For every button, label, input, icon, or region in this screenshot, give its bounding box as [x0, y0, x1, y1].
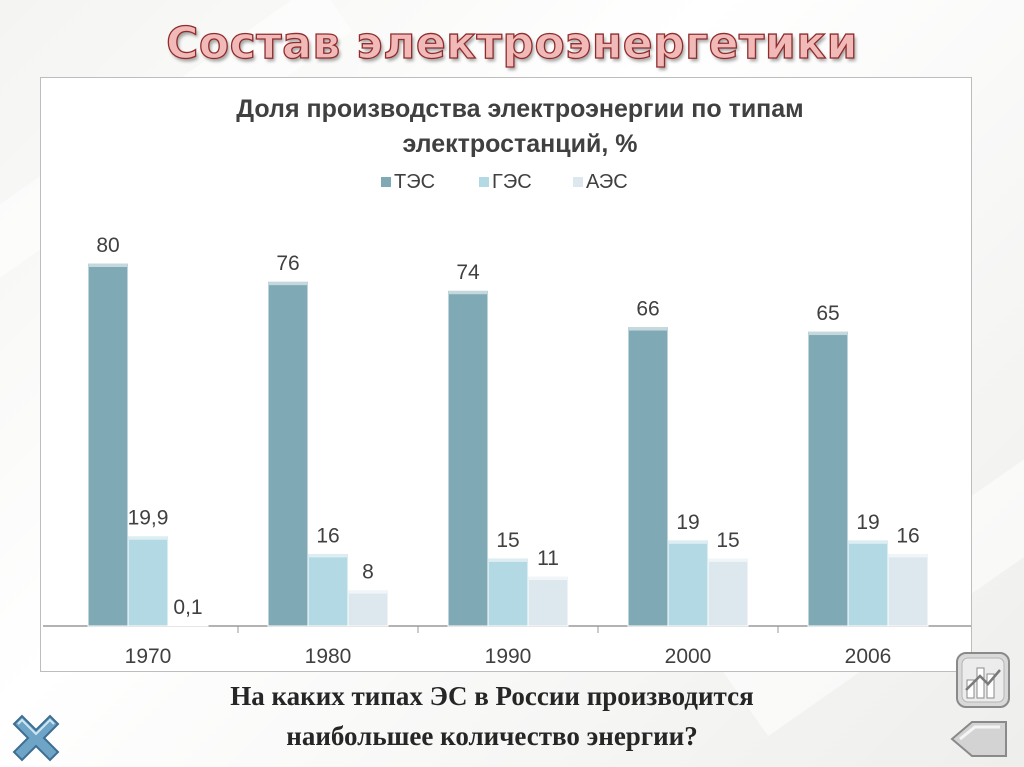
legend-swatch-tes — [381, 177, 391, 187]
bar-highlight-ges-1980 — [309, 553, 347, 558]
chart-frame: Доля производства электроэнергии по типа… — [40, 77, 972, 672]
question-line1: На каких типах ЭС в России производится — [230, 681, 754, 711]
bar-tes-2000 — [627, 326, 669, 627]
bar-highlight-aes-1990 — [529, 576, 567, 581]
data-label-aes-1990: 11 — [537, 547, 559, 570]
data-label-tes-2006: 65 — [816, 302, 839, 325]
legend-label-tes: ТЭС — [394, 171, 435, 193]
chart-title-line2: электростанций, % — [403, 130, 638, 158]
bar-highlight-aes-1970 — [169, 625, 207, 626]
bar-ges-1990 — [487, 557, 529, 627]
x-tick-label-2006: 2006 — [845, 645, 892, 668]
data-label-aes-2000: 15 — [716, 529, 739, 552]
bar-aes-2000 — [707, 557, 749, 627]
bars-group: 80 19,9 0,1 1970 76 16 8 1980 74 15 11 1990 66 19 15 20… — [87, 234, 929, 668]
legend-label-ges: ГЭС — [492, 171, 532, 193]
bar-aes-1990 — [527, 575, 569, 627]
bar-tes-1990 — [447, 289, 489, 627]
data-label-tes-1990: 74 — [456, 261, 480, 284]
bar-chart: Доля производства электроэнергии по типа… — [43, 95, 971, 668]
data-label-ges-1970: 19,9 — [128, 507, 169, 530]
x-tick-label-2000: 2000 — [665, 645, 712, 668]
bar-tes-1970 — [87, 262, 129, 627]
bar-highlight-tes-1990 — [449, 290, 487, 295]
bar-ges-1980 — [307, 552, 349, 627]
bar-ges-1970 — [127, 535, 169, 627]
x-tick-label-1970: 1970 — [125, 645, 172, 668]
x-tick-label-1990: 1990 — [485, 645, 532, 668]
back-arrow-icon[interactable] — [948, 718, 1010, 760]
bar-tes-1980 — [267, 280, 309, 627]
slide-title: Состав электроэнергетики — [165, 17, 858, 69]
data-label-ges-2000: 19 — [676, 511, 699, 534]
bar-chart-icon[interactable] — [954, 650, 1012, 710]
bar-highlight-ges-1990 — [489, 557, 527, 562]
bar-tes-2006 — [807, 330, 849, 627]
bar-ges-2006 — [847, 539, 889, 627]
bar-highlight-ges-2006 — [849, 539, 887, 544]
bar-highlight-aes-2000 — [709, 557, 747, 562]
data-label-tes-2000: 66 — [636, 298, 659, 321]
bar-highlight-tes-1980 — [269, 281, 307, 286]
bar-highlight-tes-2006 — [809, 331, 847, 336]
legend: ТЭС ГЭС АЭС — [381, 171, 628, 193]
question-text: На каких типах ЭС в России производится … — [0, 676, 1024, 756]
data-label-aes-2006: 16 — [896, 524, 919, 547]
close-x-icon[interactable] — [8, 712, 64, 764]
legend-swatch-aes — [573, 177, 583, 187]
x-tick-label-1980: 1980 — [305, 645, 352, 668]
bar-ges-2000 — [667, 539, 709, 627]
data-label-tes-1980: 76 — [276, 252, 299, 275]
data-label-aes-1980: 8 — [362, 561, 374, 584]
legend-label-aes: АЭС — [586, 171, 628, 193]
bar-highlight-tes-1970 — [89, 263, 127, 267]
bar-highlight-tes-2000 — [629, 326, 667, 331]
data-label-aes-1970: 0,1 — [173, 596, 202, 619]
bar-highlight-ges-1970 — [129, 535, 167, 540]
question-line2: наибольшее количество энергии? — [286, 721, 698, 751]
bar-aes-1980 — [347, 589, 389, 627]
bar-highlight-ges-2000 — [669, 539, 707, 544]
data-label-tes-1970: 80 — [96, 234, 119, 257]
bar-highlight-aes-2006 — [889, 553, 927, 558]
data-label-ges-2006: 19 — [856, 511, 879, 534]
data-label-ges-1990: 15 — [496, 529, 519, 552]
chart-title-line1: Доля производства электроэнергии по типа… — [236, 95, 803, 123]
legend-swatch-ges — [479, 177, 489, 187]
bar-highlight-aes-1980 — [349, 589, 387, 594]
bar-aes-2006 — [887, 552, 929, 627]
data-label-ges-1980: 16 — [316, 524, 339, 547]
